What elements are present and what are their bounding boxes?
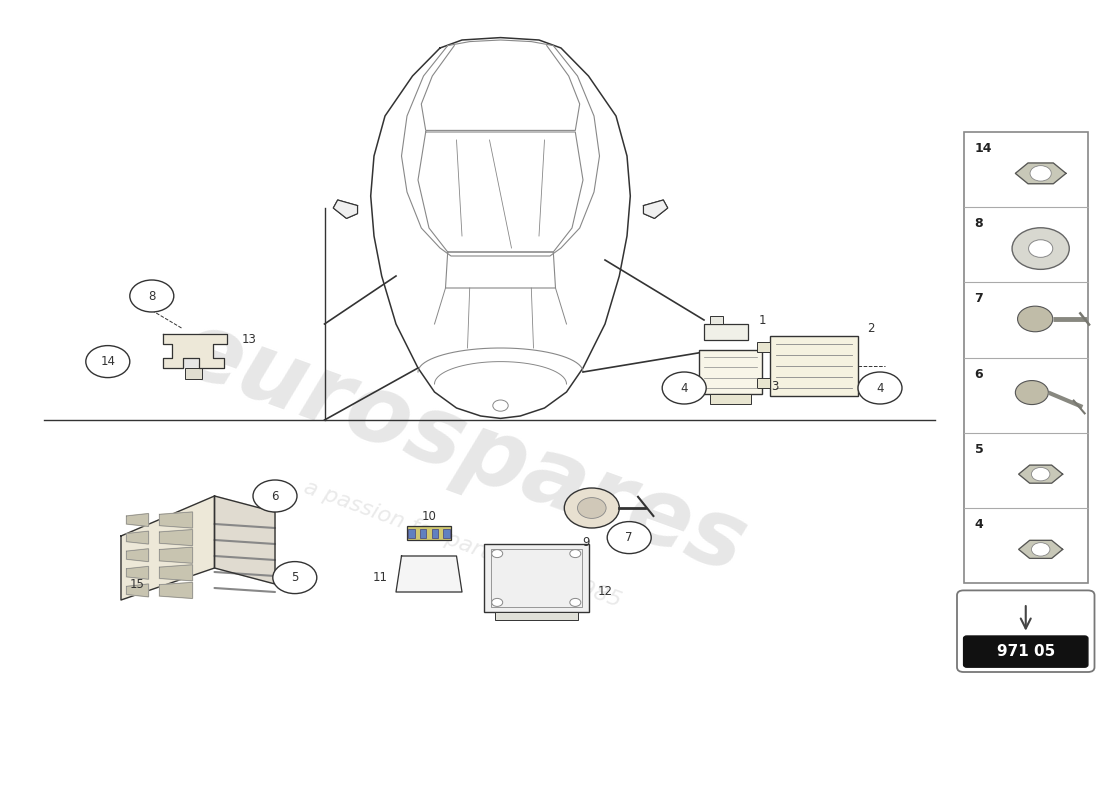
Text: 5: 5 xyxy=(292,571,298,584)
Text: 8: 8 xyxy=(975,218,983,230)
FancyBboxPatch shape xyxy=(408,529,415,538)
Circle shape xyxy=(1032,467,1049,481)
FancyBboxPatch shape xyxy=(710,316,723,324)
Polygon shape xyxy=(1019,540,1063,558)
Text: 1: 1 xyxy=(759,314,767,326)
FancyBboxPatch shape xyxy=(420,529,427,538)
Circle shape xyxy=(578,498,606,518)
FancyBboxPatch shape xyxy=(770,336,858,396)
FancyBboxPatch shape xyxy=(484,544,588,612)
Circle shape xyxy=(86,346,130,378)
FancyBboxPatch shape xyxy=(443,529,450,538)
Circle shape xyxy=(130,280,174,312)
FancyBboxPatch shape xyxy=(704,324,748,340)
Polygon shape xyxy=(126,514,148,526)
Circle shape xyxy=(492,598,503,606)
Text: 14: 14 xyxy=(100,355,116,368)
Text: 9: 9 xyxy=(583,536,590,549)
Circle shape xyxy=(1032,542,1049,556)
Polygon shape xyxy=(160,530,192,546)
FancyBboxPatch shape xyxy=(964,132,1088,583)
Polygon shape xyxy=(160,565,192,581)
Polygon shape xyxy=(126,584,148,597)
Polygon shape xyxy=(126,531,148,544)
Circle shape xyxy=(492,550,503,558)
Circle shape xyxy=(1015,381,1048,405)
Text: 3: 3 xyxy=(771,380,779,393)
FancyBboxPatch shape xyxy=(964,636,1088,667)
Text: 5: 5 xyxy=(975,443,983,456)
Text: 10: 10 xyxy=(421,510,437,523)
Circle shape xyxy=(253,480,297,512)
Circle shape xyxy=(564,488,619,528)
Text: 4: 4 xyxy=(877,382,883,394)
FancyBboxPatch shape xyxy=(185,368,202,379)
Text: 12: 12 xyxy=(597,585,613,598)
Circle shape xyxy=(607,522,651,554)
Polygon shape xyxy=(126,566,148,579)
Text: 7: 7 xyxy=(975,293,983,306)
Text: a passion for parts since 1985: a passion for parts since 1985 xyxy=(300,477,624,611)
Polygon shape xyxy=(126,549,148,562)
FancyBboxPatch shape xyxy=(957,590,1094,672)
Circle shape xyxy=(273,562,317,594)
Circle shape xyxy=(662,372,706,404)
Polygon shape xyxy=(163,334,227,368)
Text: 4: 4 xyxy=(681,382,688,394)
Text: 2: 2 xyxy=(867,322,875,334)
Text: 13: 13 xyxy=(242,333,257,346)
Circle shape xyxy=(1018,306,1053,332)
Text: 6: 6 xyxy=(975,368,983,381)
Text: 971 05: 971 05 xyxy=(997,644,1055,658)
Circle shape xyxy=(1012,228,1069,270)
Text: 11: 11 xyxy=(372,571,387,584)
Circle shape xyxy=(570,598,581,606)
FancyBboxPatch shape xyxy=(431,529,438,538)
Polygon shape xyxy=(160,512,192,528)
FancyBboxPatch shape xyxy=(495,612,578,620)
Polygon shape xyxy=(160,547,192,563)
Text: 6: 6 xyxy=(272,490,278,502)
Text: 15: 15 xyxy=(130,578,145,590)
Polygon shape xyxy=(160,582,192,598)
Polygon shape xyxy=(214,496,275,584)
Circle shape xyxy=(570,550,581,558)
FancyBboxPatch shape xyxy=(710,394,751,404)
Text: 7: 7 xyxy=(626,531,632,544)
Polygon shape xyxy=(333,200,358,218)
Circle shape xyxy=(1030,166,1052,181)
Circle shape xyxy=(858,372,902,404)
FancyBboxPatch shape xyxy=(698,350,762,394)
Circle shape xyxy=(1028,240,1053,258)
Text: eurospares: eurospares xyxy=(165,302,759,594)
Polygon shape xyxy=(1015,163,1066,184)
Polygon shape xyxy=(644,200,668,218)
Polygon shape xyxy=(1019,465,1063,483)
Polygon shape xyxy=(121,496,214,600)
FancyBboxPatch shape xyxy=(757,378,770,388)
Text: 14: 14 xyxy=(975,142,992,155)
FancyBboxPatch shape xyxy=(407,526,451,540)
FancyBboxPatch shape xyxy=(757,342,770,352)
Text: 8: 8 xyxy=(148,290,155,302)
Text: 4: 4 xyxy=(975,518,983,531)
Polygon shape xyxy=(396,556,462,592)
